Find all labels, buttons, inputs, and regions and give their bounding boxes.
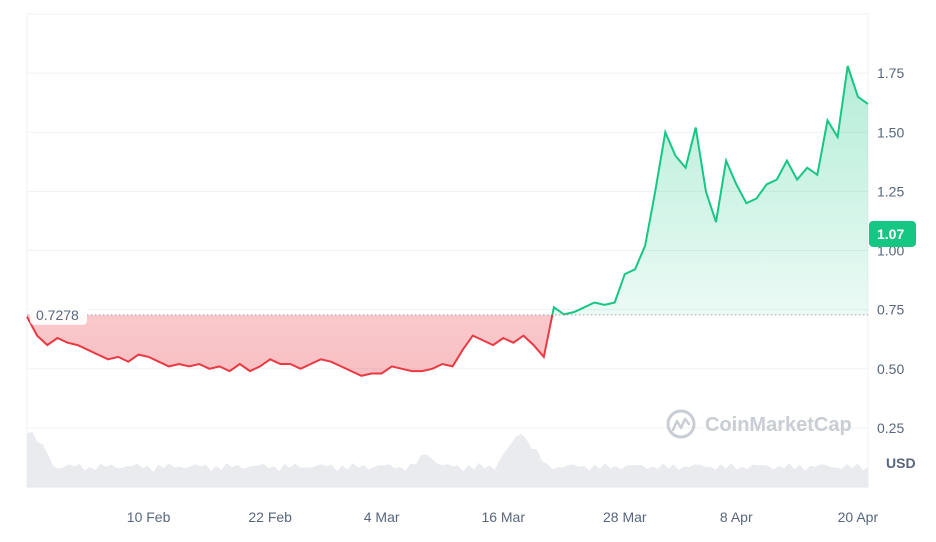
x-tick-label: 4 Mar [364,509,400,525]
x-tick-label: 22 Feb [248,509,292,525]
current-price-tag: 1.07 [869,220,916,247]
y-tick-label: 0.75 [877,302,904,318]
coinmarketcap-logo-icon [666,409,696,439]
unit-label: USD [886,455,916,471]
x-tick-label: 10 Feb [127,509,171,525]
reference-label: 0.7278 [36,307,79,323]
x-tick-label: 8 Apr [720,509,753,525]
coinmarketcap-logo-stroke [671,417,691,432]
price-series [26,65,869,377]
price-line-below [26,314,567,377]
y-tick-label: 1.75 [877,65,904,81]
volume-area [27,432,868,487]
price-area-above [27,66,868,315]
y-tick-label: 0.25 [877,420,904,436]
x-tick-label: 20 Apr [838,509,879,525]
x-tick-label: 28 Mar [603,509,647,525]
reference-tag: 0.7278 [30,302,87,325]
reference-label-box [30,302,87,325]
y-tick-label: 0.50 [877,361,904,377]
x-tick-label: 16 Mar [481,509,525,525]
watermark-text: CoinMarketCap [705,414,852,436]
y-tick-label: 1.50 [877,124,904,140]
y-tick-label: 1.25 [877,183,904,199]
watermark: CoinMarketCap [666,409,852,439]
y-axis-ticks: 0.250.500.751.001.251.501.75 [877,65,904,436]
current-price-label: 1.07 [877,226,904,242]
current-price-box [869,220,916,247]
x-axis-ticks: 10 Feb 22 Feb 4 Mar 16 Mar 28 Mar 8 Apr 20 Apr [127,509,879,525]
price-line-above [551,65,869,315]
